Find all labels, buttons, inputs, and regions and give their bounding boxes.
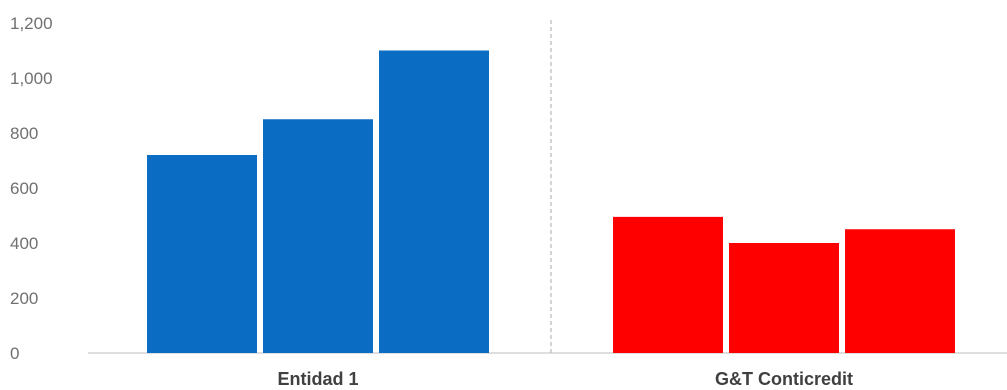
bar-2-2: [729, 243, 839, 353]
bar-1-1: [147, 155, 257, 353]
y-tick-label: 600: [10, 179, 38, 198]
y-tick-label: 1,200: [10, 14, 53, 33]
x-category-label: G&T Conticredit: [715, 369, 853, 389]
category-labels: Entidad 1 G&T Conticredit: [277, 369, 853, 389]
y-tick-label: 1,000: [10, 69, 53, 88]
y-tick-label: 400: [10, 234, 38, 253]
y-tick-label: 0: [10, 344, 19, 363]
bar-2-3: [845, 229, 955, 353]
bar-1-2: [263, 119, 373, 353]
y-tick-label: 800: [10, 124, 38, 143]
x-category-label: Entidad 1: [277, 369, 358, 389]
bar-2-1: [613, 216, 723, 353]
y-axis-ticks: 0 200 400 600 800 1,000 1,200: [10, 14, 53, 363]
y-tick-label: 200: [10, 289, 38, 308]
bar-1-3: [379, 50, 489, 353]
bars: [147, 50, 955, 353]
